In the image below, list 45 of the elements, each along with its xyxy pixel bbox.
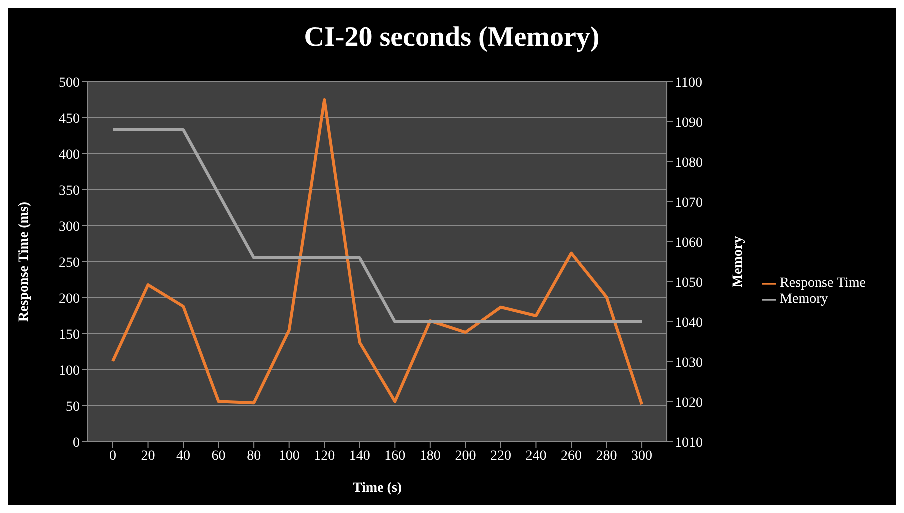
x-tick-label: 120 xyxy=(314,448,336,464)
legend-label: Memory xyxy=(780,292,828,307)
y2-axis-title: Memory xyxy=(731,236,746,288)
x-tick-label: 260 xyxy=(560,448,582,464)
x-tick-label: 20 xyxy=(141,448,156,464)
y2-tick-label: 1070 xyxy=(675,196,704,211)
y-tick-label: 450 xyxy=(59,112,80,127)
y-tick-label: 100 xyxy=(59,364,80,379)
y-tick-label: 50 xyxy=(66,400,80,415)
y-tick-label: 0 xyxy=(73,436,80,451)
x-tick-label: 60 xyxy=(212,448,226,464)
x-tick-label: 300 xyxy=(632,448,653,464)
y-tick-label: 400 xyxy=(59,148,80,163)
x-tick-label: 280 xyxy=(596,448,618,464)
x-tick-label: 140 xyxy=(349,448,370,464)
x-tick-label: 240 xyxy=(526,448,547,464)
x-tick-label: 180 xyxy=(420,448,441,464)
x-tick-label: 0 xyxy=(110,448,116,464)
y-axis-title: Response Time (ms) xyxy=(16,202,32,322)
y-tick-label: 250 xyxy=(59,256,80,271)
y2-tick-label: 1020 xyxy=(675,396,704,411)
y2-tick-label: 1060 xyxy=(675,236,704,251)
y2-tick-label: 1050 xyxy=(675,276,704,291)
x-axis-title: Time (s) xyxy=(352,481,402,496)
y-tick-label: 500 xyxy=(59,76,80,91)
line-series xyxy=(112,128,644,324)
y-tick-label: 300 xyxy=(59,220,80,235)
y2-tick-label: 1080 xyxy=(675,156,704,171)
x-tick-label: 160 xyxy=(384,448,406,464)
y2-tick-label: 1090 xyxy=(675,116,704,131)
y2-tick-label: 1010 xyxy=(675,436,704,451)
x-tick-label: 100 xyxy=(278,448,300,464)
y-tick-label: 200 xyxy=(59,292,80,307)
y-tick-label: 350 xyxy=(59,184,80,199)
x-tick-label: 80 xyxy=(247,448,262,464)
legend-label: Response Time xyxy=(780,276,866,291)
x-tick-label: 40 xyxy=(176,448,191,464)
x-tick-label: 200 xyxy=(455,448,476,464)
y2-tick-label: 1100 xyxy=(675,76,703,91)
y2-tick-label: 1040 xyxy=(675,316,704,331)
x-tick-label: 220 xyxy=(490,448,512,464)
line-series xyxy=(112,98,644,406)
y-tick-label: 150 xyxy=(59,328,80,343)
chart-title: CI-20 seconds (Memory) xyxy=(303,21,601,55)
y2-tick-label: 1030 xyxy=(675,356,704,371)
